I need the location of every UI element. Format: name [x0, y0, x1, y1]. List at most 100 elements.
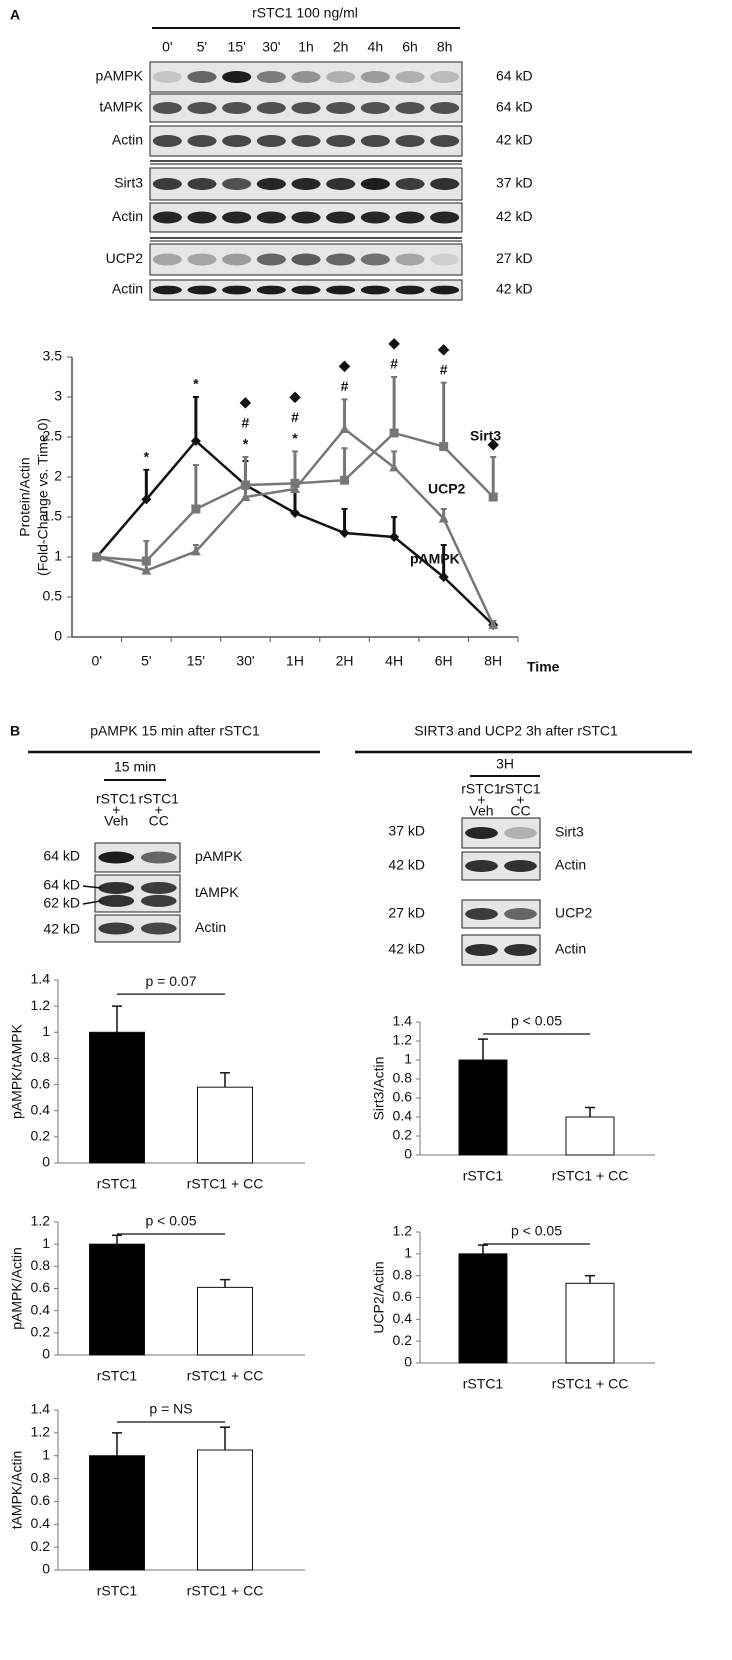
blot-band — [98, 851, 135, 864]
significance-mark: ◆ — [487, 436, 500, 452]
blot-band — [140, 881, 177, 894]
y-axis-label: Sirt3/Actin — [371, 1057, 387, 1121]
y-tick-label: 0 — [42, 1154, 50, 1170]
bar — [197, 1449, 253, 1571]
y-tick-label: 1 — [42, 1023, 50, 1039]
blot-band — [256, 211, 286, 224]
lane-label: CC — [510, 803, 530, 819]
blot-band — [430, 178, 460, 190]
blot-band — [152, 135, 182, 147]
blot-size: 64 kD — [496, 68, 533, 84]
blot-band — [504, 944, 537, 956]
y-tick-label: 0.6 — [31, 1075, 51, 1091]
significance-label: p < 0.05 — [511, 1013, 562, 1029]
blot-band — [430, 135, 460, 147]
marker — [488, 620, 499, 629]
significance-mark: # — [291, 409, 299, 425]
marker — [240, 492, 251, 501]
significance-mark: # — [341, 378, 349, 394]
x-tick-label: 30' — [236, 653, 254, 669]
blot-band — [222, 285, 252, 295]
blot-band — [395, 211, 425, 224]
blot-band — [504, 860, 537, 872]
marker — [438, 513, 449, 523]
bar — [89, 1031, 145, 1164]
series-label: Sirt3 — [470, 428, 501, 444]
bar — [89, 1455, 145, 1571]
y-tick-label: 0.2 — [31, 1324, 51, 1340]
lane-label: + — [155, 802, 163, 818]
bar — [197, 1086, 253, 1164]
x-axis-label: Time — [527, 659, 560, 675]
marker — [290, 484, 300, 493]
lane-label: 4h — [368, 39, 384, 55]
lane-label: rSTC1 — [139, 791, 180, 807]
x-tick-label: 1H — [286, 653, 304, 669]
y-tick-label: 0.8 — [31, 1469, 51, 1485]
lane-label: 8h — [437, 39, 453, 55]
blot-band — [291, 71, 321, 83]
y-tick-label: 0 — [42, 1346, 50, 1362]
significance-mark: ◆ — [388, 335, 401, 351]
lane-label: 1h — [298, 39, 314, 55]
blot-band — [326, 211, 356, 224]
blot-row-name: pAMPK — [195, 848, 243, 864]
blot-size: 27 kD — [388, 905, 425, 921]
lane-label: rSTC1 — [500, 781, 541, 797]
marker — [389, 462, 400, 472]
marker — [339, 424, 350, 433]
blot-band — [360, 285, 390, 295]
x-tick-label: 5' — [141, 653, 151, 669]
blot-band — [465, 908, 498, 920]
blot-row-name: Sirt3 — [555, 824, 584, 840]
blot-size: 42 kD — [496, 208, 533, 224]
blot-band — [256, 71, 286, 83]
blot-row-name: UCP2 — [555, 905, 593, 921]
lane-label: 2h — [333, 39, 349, 55]
significance-mark: ◆ — [437, 340, 450, 356]
x-tick-label: rSTC1 + CC — [552, 1376, 629, 1392]
lane-label: 5' — [197, 39, 207, 55]
blot-size: 64 kD — [43, 848, 80, 864]
blot-band — [98, 922, 135, 935]
blot-row-name: Actin — [555, 857, 586, 873]
y-tick-label: 0.8 — [31, 1049, 51, 1065]
blot-band — [140, 922, 177, 935]
blot-band — [222, 135, 252, 147]
panel-title: pAMPK 15 min after rSTC1 — [90, 723, 260, 739]
lane-label: Veh — [469, 803, 493, 819]
blot-band — [256, 178, 286, 190]
y-tick-label: 3 — [54, 388, 62, 404]
blot-band — [291, 102, 321, 114]
blot-band — [430, 285, 460, 295]
blot-size: 42 kD — [496, 281, 533, 297]
blot-row-name: tAMPK — [195, 884, 239, 900]
bar — [89, 1243, 145, 1356]
y-axis-label: tAMPK/Actin — [9, 1451, 25, 1530]
blot-band — [187, 178, 217, 190]
blot-band — [152, 178, 182, 190]
x-tick-label: rSTC1 + CC — [187, 1583, 264, 1599]
marker — [340, 475, 350, 485]
x-tick-label: rSTC1 + CC — [187, 1176, 264, 1192]
panel-label: A — [10, 7, 20, 23]
y-tick-label: 0.2 — [393, 1127, 413, 1143]
y-tick-label: 0.2 — [393, 1332, 413, 1348]
y-tick-label: 0 — [404, 1354, 412, 1370]
blot-band — [360, 211, 390, 224]
y-tick-label: 1.4 — [31, 971, 51, 987]
y-axis-label: UCP2/Actin — [371, 1261, 387, 1333]
blot-band — [395, 285, 425, 295]
bar — [458, 1253, 508, 1364]
panel-label: B — [10, 723, 20, 739]
marker — [240, 480, 250, 490]
y-tick-label: 1 — [42, 1235, 50, 1251]
lane-label: 15' — [228, 39, 246, 55]
blot-band — [152, 253, 182, 266]
significance-label: p = 0.07 — [146, 973, 197, 989]
blot-band — [291, 253, 321, 266]
blot-header: 15 min — [114, 759, 156, 775]
lane-label: 0' — [162, 39, 172, 55]
blot-band — [326, 102, 356, 114]
